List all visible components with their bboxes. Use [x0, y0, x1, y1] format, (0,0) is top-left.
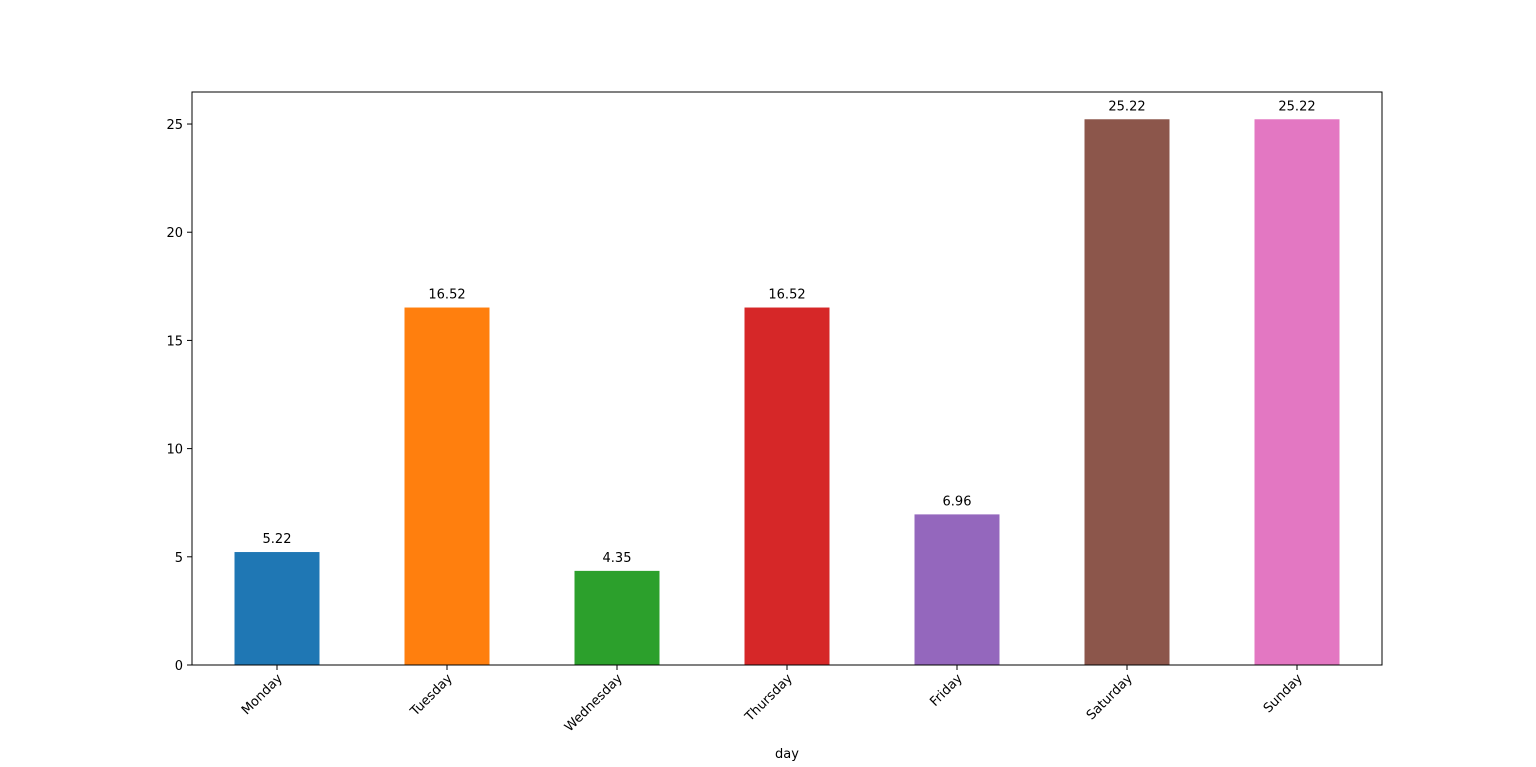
y-tick-label: 20	[166, 226, 183, 241]
bar-monday	[234, 552, 320, 665]
y-axis: 0 5 10 15 20 25	[166, 118, 192, 674]
bar-thursday	[744, 307, 830, 665]
data-label-sunday: 25.22	[1278, 99, 1315, 114]
x-axis-label: day	[775, 747, 799, 762]
y-tick-label: 15	[166, 334, 183, 349]
y-tick-label: 10	[166, 443, 183, 458]
x-tick-label-saturday: Saturday	[1084, 671, 1136, 723]
bar-friday	[914, 514, 1000, 665]
bar-sunday	[1254, 119, 1340, 665]
x-tick-label-tuesday: Tuesday	[407, 671, 456, 720]
bar-wednesday	[574, 570, 660, 665]
y-tick-label: 25	[166, 118, 183, 133]
x-tick-label-sunday: Sunday	[1261, 671, 1306, 716]
x-axis: Monday Tuesday Wednesday Thursday Friday Satu…	[239, 665, 1306, 735]
bar-tuesday	[404, 307, 490, 665]
data-label-wednesday: 4.35	[603, 551, 632, 566]
data-label-saturday: 25.22	[1108, 99, 1145, 114]
x-tick-label-monday: Monday	[239, 671, 286, 718]
data-label-monday: 5.22	[263, 532, 292, 547]
x-tick-label-wednesday: Wednesday	[562, 671, 626, 735]
y-tick-label: 0	[175, 659, 183, 674]
data-label-thursday: 16.52	[768, 288, 805, 303]
data-label-friday: 6.96	[943, 494, 972, 509]
bar-saturday	[1084, 119, 1170, 665]
data-label-tuesday: 16.52	[428, 288, 465, 303]
data-labels-layer: 5.22 16.52 4.35 16.52 6.96 25.22 25.22	[263, 99, 1316, 566]
x-tick-label-thursday: Thursday	[742, 671, 796, 725]
bars-layer	[234, 119, 1340, 665]
x-tick-label-friday: Friday	[927, 671, 966, 710]
plot-frame	[191, 91, 1383, 666]
y-tick-label: 5	[175, 551, 183, 566]
